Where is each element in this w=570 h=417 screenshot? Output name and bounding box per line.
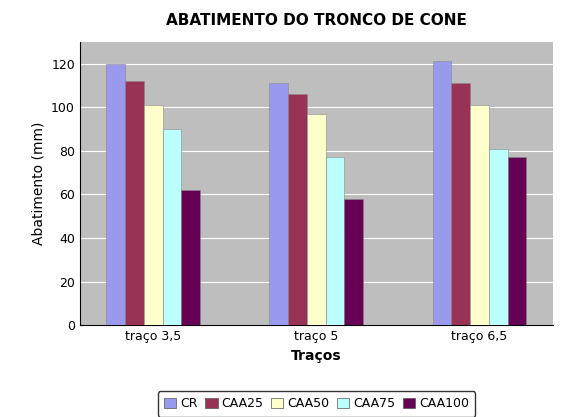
Bar (489, 148, 508, 325)
Bar (451, 83, 470, 325)
Bar (181, 190, 200, 325)
Y-axis label: Abatimento (mm): Abatimento (mm) (31, 122, 46, 245)
X-axis label: Traços: Traços (291, 349, 341, 363)
Bar (325, 157, 344, 325)
Bar (508, 157, 526, 325)
Title: ABATIMENTO DO TRONCO DE CONE: ABATIMENTO DO TRONCO DE CONE (166, 13, 467, 28)
Bar (107, 63, 125, 325)
Bar (307, 114, 325, 325)
Bar (344, 199, 363, 325)
Bar (470, 105, 489, 325)
Bar (433, 61, 451, 325)
Bar (288, 94, 307, 325)
Bar (144, 105, 162, 325)
Bar (270, 83, 288, 325)
Bar (162, 129, 181, 325)
Legend: CR, CAA25, CAA50, CAA75, CAA100: CR, CAA25, CAA50, CAA75, CAA100 (157, 391, 475, 417)
Bar (125, 81, 144, 325)
